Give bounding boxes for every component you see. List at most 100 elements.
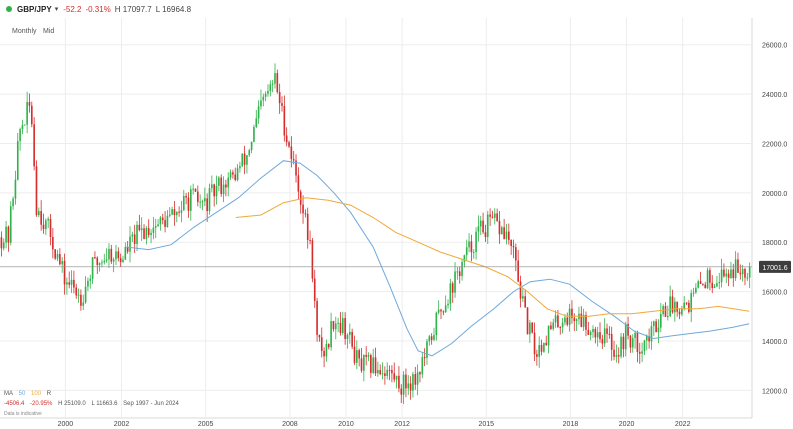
candle-up bbox=[348, 331, 351, 335]
candle-down bbox=[234, 174, 237, 181]
candle-up bbox=[112, 259, 115, 262]
candle-up bbox=[692, 292, 695, 294]
candle-down bbox=[571, 308, 573, 318]
candle-up bbox=[5, 226, 7, 243]
candle-up bbox=[346, 334, 349, 339]
interval-selector[interactable]: Monthly bbox=[12, 28, 37, 35]
candle-up bbox=[734, 259, 737, 279]
x-tick-label: 2000 bbox=[58, 421, 74, 428]
ma50-label[interactable]: 50 bbox=[18, 391, 26, 397]
candle-down bbox=[451, 283, 454, 293]
candle-up bbox=[575, 319, 578, 322]
candle-up bbox=[166, 215, 169, 227]
candle-up bbox=[262, 96, 265, 101]
instrument-symbol[interactable]: GBP/JPY bbox=[17, 4, 52, 14]
candle-up bbox=[522, 296, 524, 299]
candle-down bbox=[309, 239, 311, 241]
candle-down bbox=[68, 282, 71, 285]
indicator-legend: MA 50 100 R bbox=[4, 391, 55, 397]
candle-down bbox=[290, 146, 293, 160]
candle-up bbox=[697, 281, 700, 288]
y-tick-label: 18000.0 bbox=[762, 240, 787, 247]
candle-down bbox=[526, 307, 529, 335]
candle-up bbox=[136, 224, 138, 244]
candle-down bbox=[358, 350, 360, 359]
candle-up bbox=[45, 220, 47, 230]
ma100-label[interactable]: 100 bbox=[31, 391, 42, 397]
candle-down bbox=[510, 239, 512, 247]
candle-down bbox=[288, 142, 290, 147]
candle-down bbox=[138, 224, 141, 231]
candle-down bbox=[316, 300, 318, 335]
candle-down bbox=[601, 339, 604, 344]
candle-up bbox=[561, 322, 564, 328]
candle-up bbox=[274, 73, 276, 84]
y-tick-label: 12000.0 bbox=[762, 388, 787, 395]
candle-up bbox=[264, 93, 267, 97]
candle-up bbox=[255, 118, 258, 128]
candle-down bbox=[302, 204, 304, 214]
market-status-icon bbox=[6, 6, 12, 12]
candle-down bbox=[353, 346, 356, 363]
candle-up bbox=[634, 332, 636, 339]
candle-up bbox=[157, 224, 159, 226]
candle-down bbox=[503, 227, 505, 239]
candle-down bbox=[524, 296, 527, 308]
candle-down bbox=[147, 228, 150, 236]
candle-up bbox=[437, 309, 440, 313]
candle-up bbox=[657, 327, 660, 333]
candle-up bbox=[12, 198, 14, 207]
candle-down bbox=[744, 268, 746, 278]
ma100-line bbox=[235, 197, 750, 317]
y-tick-label: 26000.0 bbox=[762, 43, 787, 50]
candle-up bbox=[367, 355, 370, 357]
x-tick-label: 2005 bbox=[198, 421, 214, 428]
candle-up bbox=[16, 141, 19, 180]
candle-up bbox=[168, 214, 171, 216]
candle-down bbox=[599, 332, 601, 340]
candle-up bbox=[150, 232, 152, 236]
candle-down bbox=[40, 211, 42, 225]
candle-down bbox=[194, 188, 197, 192]
price-change: -52.2 bbox=[63, 4, 82, 14]
candle-up bbox=[659, 314, 662, 328]
candle-down bbox=[278, 92, 281, 104]
candle-up bbox=[9, 206, 12, 243]
candle-up bbox=[589, 332, 592, 335]
candle-up bbox=[667, 316, 669, 318]
candle-up bbox=[14, 179, 17, 199]
candle-down bbox=[489, 214, 491, 217]
candle-down bbox=[197, 191, 199, 202]
range-stats: -4506.4 -20.95% H 25109.0 L 11663.6 Sep … bbox=[4, 401, 183, 407]
candle-up bbox=[56, 253, 59, 259]
candle-down bbox=[225, 184, 227, 188]
candle-down bbox=[295, 160, 297, 176]
candle-up bbox=[529, 322, 531, 335]
candle-down bbox=[711, 282, 714, 288]
candle-up bbox=[477, 226, 480, 232]
price-type-selector[interactable]: Mid bbox=[43, 28, 55, 35]
candle-up bbox=[486, 214, 489, 238]
candle-down bbox=[161, 217, 164, 221]
candle-up bbox=[189, 189, 192, 211]
candle-down bbox=[507, 231, 510, 240]
candle-down bbox=[33, 124, 35, 167]
candle-down bbox=[7, 226, 10, 243]
candle-up bbox=[449, 283, 452, 304]
candle-up bbox=[718, 282, 721, 284]
candle-up bbox=[641, 351, 643, 354]
candle-up bbox=[236, 168, 239, 181]
candle-down bbox=[292, 159, 295, 161]
candle-down bbox=[393, 373, 396, 380]
candle-up bbox=[182, 195, 185, 211]
candle-down bbox=[318, 334, 321, 338]
candle-down bbox=[430, 336, 433, 340]
candle-down bbox=[585, 314, 587, 330]
candle-down bbox=[594, 329, 597, 338]
candle-up bbox=[645, 336, 648, 341]
y-tick-label: 24000.0 bbox=[762, 92, 787, 99]
candle-up bbox=[175, 211, 178, 216]
chevron-down-icon[interactable]: ▾ bbox=[54, 6, 59, 13]
instrument-header: GBP/JPY ▾ -52.2 -0.31% H 17097.7 L 16964… bbox=[0, 0, 793, 18]
